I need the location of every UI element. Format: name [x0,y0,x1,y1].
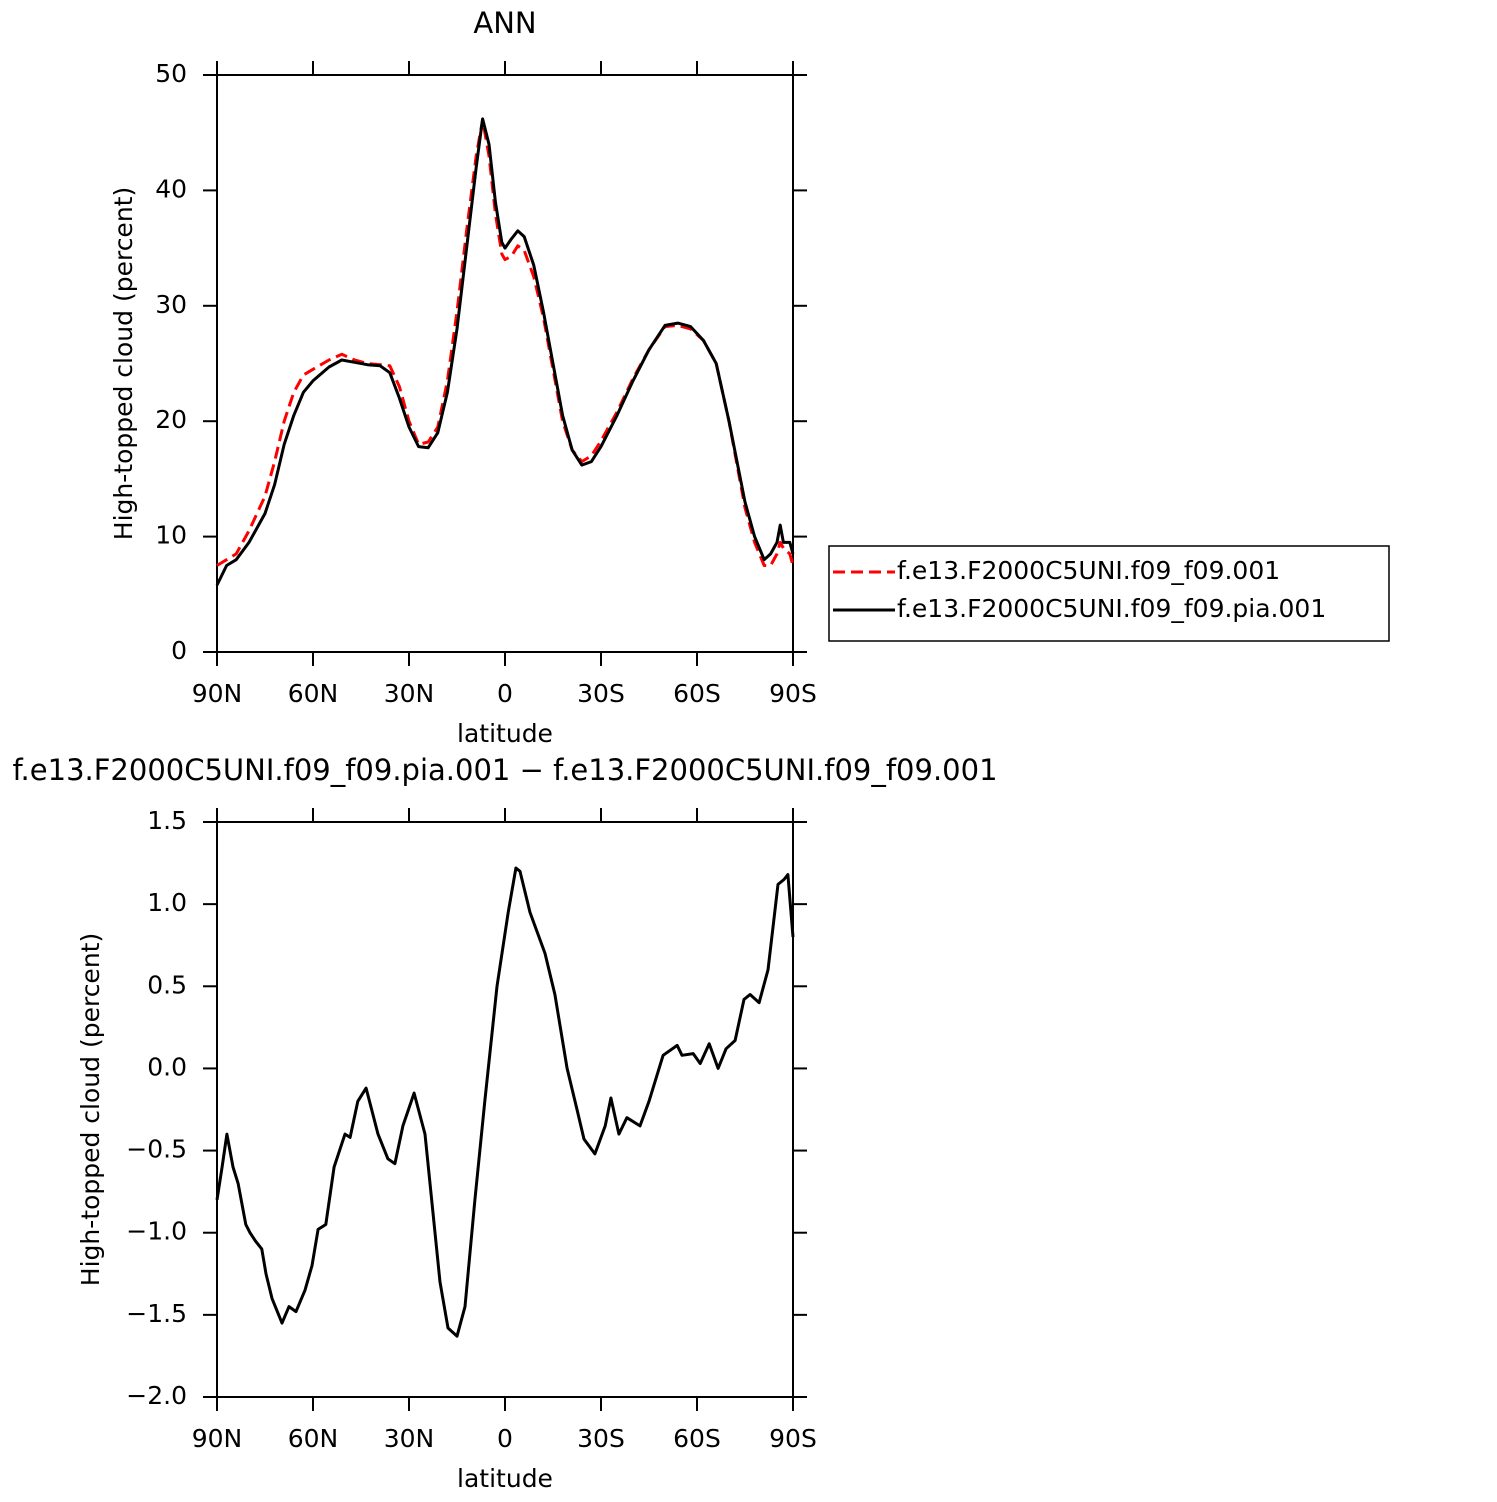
chart-title: f.e13.F2000C5UNI.f09_f09.pia.001 − f.e13… [12,753,997,787]
y-tick-label: 0 [171,636,187,665]
x-tick-label: 30S [577,1424,625,1453]
x-tick-label: 60N [288,1424,339,1453]
x-tick-label: 90S [769,679,817,708]
x-tick-label: 90N [192,679,243,708]
legend-label: f.e13.F2000C5UNI.f09_f09.pia.001 [897,594,1326,623]
data-line [216,118,795,567]
y-tick-label: 30 [155,290,187,319]
x-axis-label: latitude [457,1464,553,1493]
y-tick-label: 1.0 [147,888,187,917]
y-tick-label: 10 [155,521,187,550]
y-tick-label: 0.0 [147,1052,187,1081]
data-line [215,117,795,586]
legend-label: f.e13.F2000C5UNI.f09_f09.001 [897,556,1280,585]
y-tick-label: −2.0 [126,1381,187,1410]
x-tick-label: 0 [497,1424,513,1453]
legend-box [828,545,1390,642]
y-tick-label: 40 [155,174,187,203]
x-tick-label: 0 [497,679,513,708]
x-tick-label: 30S [577,679,625,708]
x-tick-label: 90S [769,1424,817,1453]
x-axis-label: latitude [457,719,553,748]
y-axis-label: High-topped cloud (percent) [76,933,105,1286]
chart-title: ANN [473,6,536,40]
y-tick-label: 20 [155,405,187,434]
y-tick-label: −1.0 [126,1217,187,1246]
data-line [215,866,795,1338]
x-tick-label: 60N [288,679,339,708]
x-tick-label: 30N [384,679,435,708]
y-tick-label: 50 [155,59,187,88]
x-tick-label: 30N [384,1424,435,1453]
y-tick-label: −0.5 [126,1135,187,1164]
x-tick-label: 60S [673,679,721,708]
x-tick-label: 60S [673,1424,721,1453]
x-tick-label: 90N [192,1424,243,1453]
y-tick-label: 0.5 [147,970,187,999]
plot-frame [216,74,794,653]
y-tick-label: −1.5 [126,1299,187,1328]
y-axis-label: High-topped cloud (percent) [109,187,138,540]
plot-frame [216,821,794,1398]
y-tick-label: 1.5 [147,806,187,835]
